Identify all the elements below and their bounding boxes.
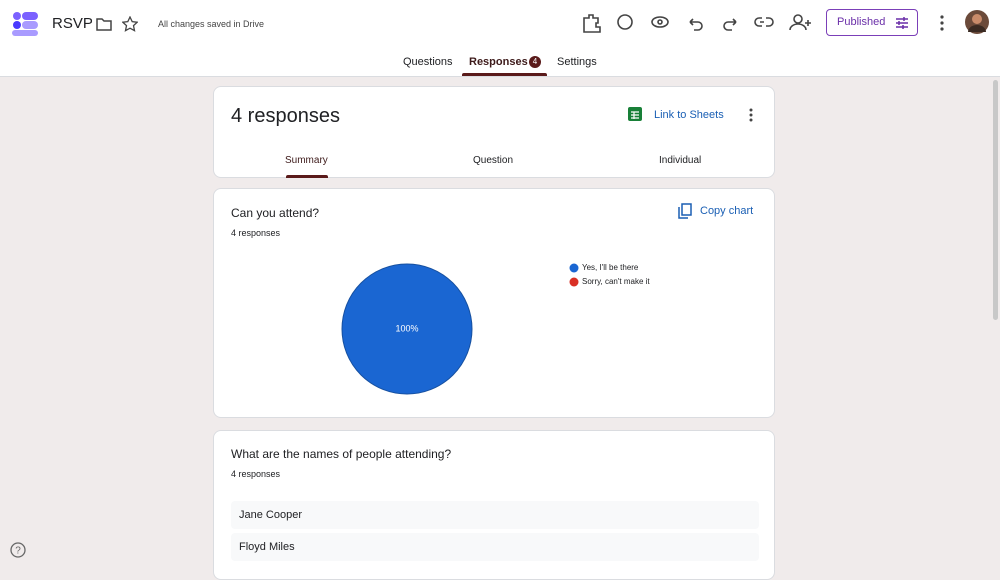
question-card: What are the names of people attending? … xyxy=(213,430,775,580)
publish-label: Published xyxy=(837,16,886,28)
help-icon[interactable]: ? xyxy=(10,542,26,558)
publish-button[interactable]: Published xyxy=(826,9,918,36)
slice-label: 100% xyxy=(395,323,418,333)
pie-slice xyxy=(341,263,473,395)
question-title: What are the names of people attending? xyxy=(231,447,452,461)
copy-icon[interactable] xyxy=(678,203,692,219)
toolbar-icons[interactable] xyxy=(580,12,820,34)
tab[interactable]: Questions xyxy=(403,56,453,68)
legend-label: Sorry, can't make it xyxy=(582,277,650,286)
answer: Floyd Miles xyxy=(231,533,759,561)
summary-more-menu[interactable] xyxy=(746,107,756,123)
folder-icon[interactable] xyxy=(96,17,112,31)
active-tab-indicator xyxy=(462,73,547,76)
svg-text:?: ? xyxy=(15,546,21,557)
response-count: 4 responses xyxy=(231,469,281,479)
responses-heading: 4 responses xyxy=(231,105,340,127)
top-bar: RSVP All changes saved in Drive Publishe… xyxy=(0,0,1000,77)
subtab[interactable]: Summary xyxy=(285,155,328,166)
question-card: Can you attend? 4 responses Copy chart 1… xyxy=(213,188,775,418)
forms-logo[interactable] xyxy=(12,12,38,36)
subtab[interactable]: Question xyxy=(473,155,514,166)
response-count: 4 responses xyxy=(231,228,281,238)
summary-card: 4 responses Link to Sheets Summary Quest… xyxy=(213,86,775,178)
pie-chart: 100% Yes, I'll be there Sorry, can't make … xyxy=(341,263,650,395)
star-icon[interactable] xyxy=(122,16,138,32)
scrollbar xyxy=(993,80,998,320)
copy-chart[interactable]: Copy chart xyxy=(700,205,754,217)
sheets-icon[interactable] xyxy=(628,107,642,121)
legend-marker xyxy=(569,263,579,273)
link-to-sheets[interactable]: Link to Sheets xyxy=(654,109,724,121)
response-badge: 4 xyxy=(529,56,541,68)
active-subtab-indicator xyxy=(286,175,328,178)
subtab[interactable]: Individual xyxy=(659,155,702,166)
avatar[interactable] xyxy=(965,10,989,34)
publish-settings-icon xyxy=(896,17,908,29)
legend-label: Yes, I'll be there xyxy=(582,263,639,272)
answer: Jane Cooper xyxy=(231,501,759,529)
save-status: All changes saved in Drive xyxy=(158,19,265,29)
tab[interactable]: Settings xyxy=(557,56,597,68)
legend-marker xyxy=(569,277,579,287)
question-title: Can you attend? xyxy=(231,206,320,220)
tab[interactable]: Responses xyxy=(469,56,528,68)
form-title[interactable]: RSVP xyxy=(52,15,93,32)
more-menu[interactable] xyxy=(936,14,948,32)
